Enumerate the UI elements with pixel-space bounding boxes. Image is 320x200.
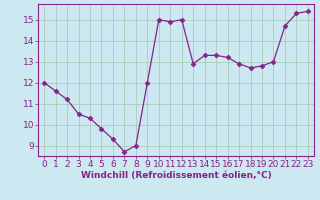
- X-axis label: Windchill (Refroidissement éolien,°C): Windchill (Refroidissement éolien,°C): [81, 171, 271, 180]
